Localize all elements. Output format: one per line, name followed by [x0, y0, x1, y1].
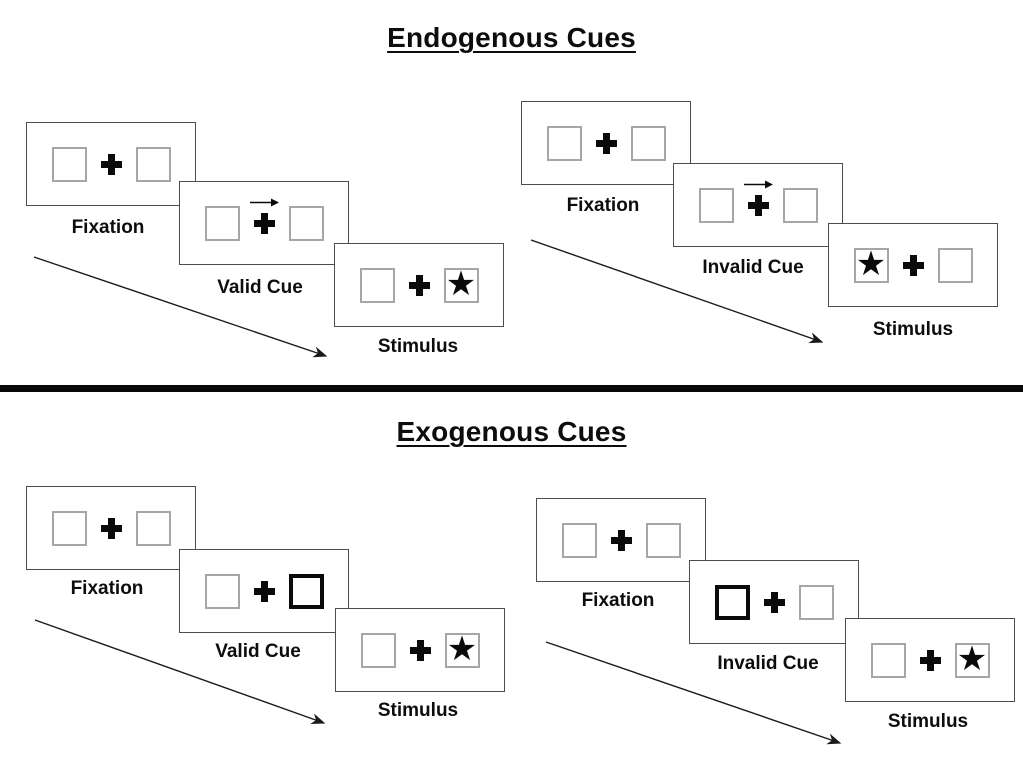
- exogenous-invalid-stimulus-frame: ★: [845, 618, 1015, 702]
- time-arrow: [33, 256, 328, 358]
- frame-label: Fixation: [581, 590, 655, 611]
- exogenous-invalid-cue-frame: [689, 560, 859, 644]
- plus-glyph: [919, 649, 941, 671]
- right-arrow-cue-icon: [743, 180, 773, 188]
- right-placeholder-box: [288, 205, 324, 241]
- time-arrow: [34, 619, 326, 725]
- star-icon: ★: [446, 628, 478, 669]
- stimulus-box: ★: [853, 243, 889, 284]
- stimulus-box: ★: [954, 638, 990, 679]
- fixation-cross-icon: [253, 580, 275, 602]
- right-arrow-cue-icon: [249, 198, 279, 206]
- fixation-cross-icon: [100, 517, 122, 539]
- frame-label: Stimulus: [872, 319, 954, 340]
- plus-glyph: [763, 591, 785, 613]
- fixation-cross-icon: [409, 639, 431, 661]
- endogenous-invalid-cue-frame: [673, 163, 843, 247]
- plus-glyph: [408, 274, 430, 296]
- plus-glyph: [747, 194, 769, 216]
- left-placeholder-box: [359, 267, 395, 303]
- fixation-cross-icon: [919, 649, 941, 671]
- stimulus-box: ★: [444, 628, 480, 669]
- time-arrow: [530, 239, 824, 344]
- fixation-cross-icon: [610, 529, 632, 551]
- frame-label: Stimulus: [377, 336, 459, 357]
- endogenous-section-title: Endogenous Cues: [387, 22, 636, 53]
- left-placeholder-box: [204, 205, 240, 241]
- plus-glyph: [902, 254, 924, 276]
- exogenous-valid-stimulus-frame: ★: [335, 608, 505, 692]
- highlighted-cue-box: [288, 573, 324, 609]
- left-placeholder-box: [561, 522, 597, 558]
- endogenous-valid-fixation-frame: [26, 122, 196, 206]
- frame-label: Valid Cue: [215, 641, 301, 662]
- frame-label: Valid Cue: [217, 277, 303, 298]
- star-icon: ★: [445, 263, 477, 304]
- left-placeholder-box: [204, 573, 240, 609]
- frame-label: Invalid Cue: [702, 257, 804, 278]
- right-placeholder-box: [782, 187, 818, 223]
- section-divider: [0, 385, 1023, 392]
- left-placeholder-box: [51, 510, 87, 546]
- endogenous-valid-cue-frame: [179, 181, 349, 265]
- left-placeholder-box: [870, 642, 906, 678]
- star-icon: ★: [855, 243, 887, 284]
- fixation-cross-icon: [595, 132, 617, 154]
- right-placeholder-box: [937, 247, 973, 283]
- plus-glyph: [409, 639, 431, 661]
- plus-glyph: [253, 212, 275, 234]
- highlighted-cue-box: [714, 584, 750, 620]
- frame-label: Invalid Cue: [717, 653, 819, 674]
- right-placeholder-box: [135, 146, 171, 182]
- left-placeholder-box: [360, 632, 396, 668]
- plus-glyph: [595, 132, 617, 154]
- exogenous-valid-fixation-frame: [26, 486, 196, 570]
- endogenous-invalid-stimulus-frame: ★: [828, 223, 998, 307]
- plus-glyph: [253, 580, 275, 602]
- plus-glyph: [610, 529, 632, 551]
- left-placeholder-box: [51, 146, 87, 182]
- left-placeholder-box: [546, 125, 582, 161]
- exogenous-invalid-fixation-frame: [536, 498, 706, 582]
- right-placeholder-box: [798, 584, 834, 620]
- plus-glyph: [100, 517, 122, 539]
- right-placeholder-box: [630, 125, 666, 161]
- exogenous-valid-cue-frame: [179, 549, 349, 633]
- frame-label: Fixation: [71, 217, 145, 238]
- time-arrow: [545, 641, 842, 745]
- frame-label: Stimulus: [377, 700, 459, 721]
- fixation-cross-icon: [743, 180, 773, 216]
- frame-label: Fixation: [566, 195, 640, 216]
- fixation-cross-icon: [100, 153, 122, 175]
- star-icon: ★: [956, 638, 988, 679]
- frame-label: Fixation: [70, 578, 144, 599]
- fixation-cross-icon: [408, 274, 430, 296]
- fixation-cross-icon: [763, 591, 785, 613]
- endogenous-invalid-fixation-frame: [521, 101, 691, 185]
- left-placeholder-box: [698, 187, 734, 223]
- stimulus-box: ★: [443, 263, 479, 304]
- frame-label: Stimulus: [887, 711, 969, 732]
- fixation-cross-icon: [249, 198, 279, 234]
- endogenous-valid-stimulus-frame: ★: [334, 243, 504, 327]
- plus-glyph: [100, 153, 122, 175]
- right-placeholder-box: [135, 510, 171, 546]
- exogenous-section-title: Exogenous Cues: [396, 416, 627, 447]
- fixation-cross-icon: [902, 254, 924, 276]
- right-placeholder-box: [645, 522, 681, 558]
